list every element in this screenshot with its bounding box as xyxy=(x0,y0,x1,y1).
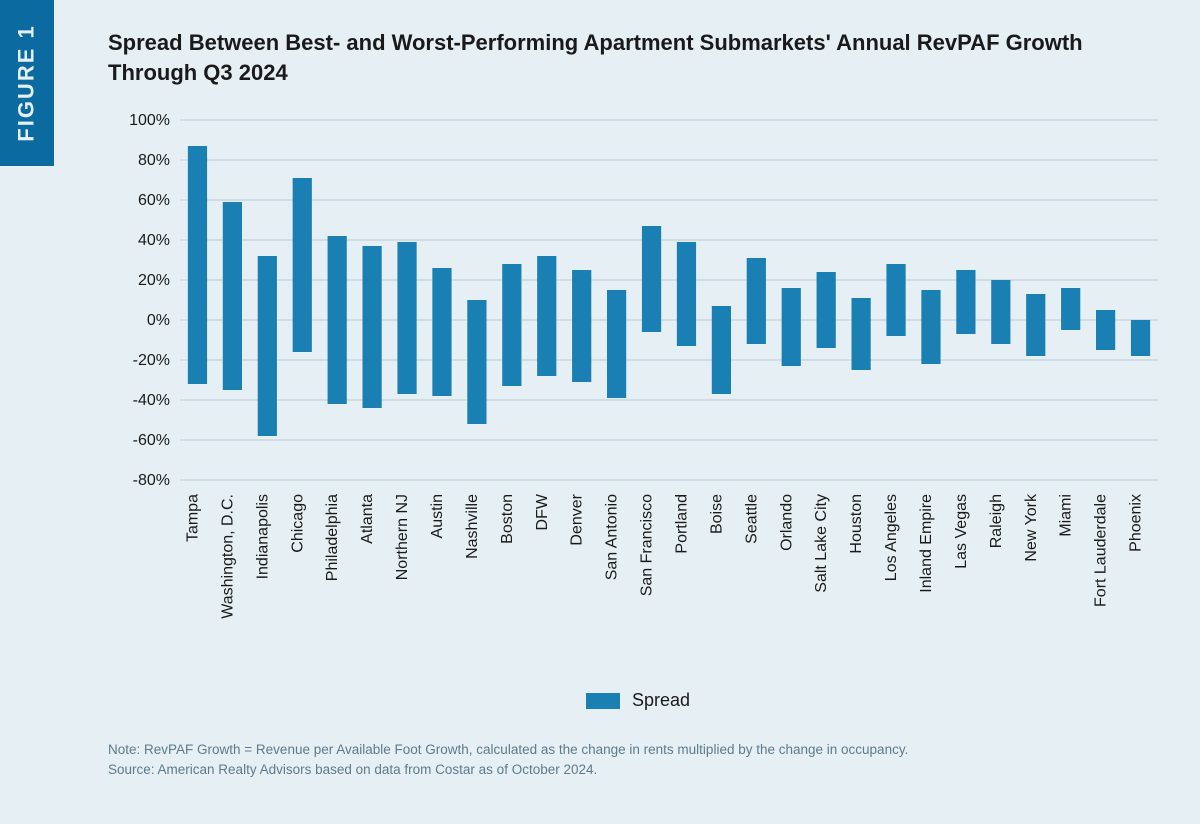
svg-text:Fort Lauderdale: Fort Lauderdale xyxy=(1093,494,1110,607)
svg-text:Raleigh: Raleigh xyxy=(988,494,1005,548)
footnote: Note: RevPAF Growth = Revenue per Availa… xyxy=(108,740,1168,781)
svg-text:Los Angeles: Los Angeles xyxy=(883,494,900,581)
svg-text:Orlando: Orlando xyxy=(778,494,795,551)
svg-text:San Antonio: San Antonio xyxy=(604,494,621,580)
svg-text:Philadelphia: Philadelphia xyxy=(324,494,341,581)
svg-text:Nashville: Nashville xyxy=(464,494,481,559)
svg-text:60%: 60% xyxy=(138,192,170,209)
svg-text:Portland: Portland xyxy=(673,494,690,554)
svg-text:Miami: Miami xyxy=(1058,494,1075,537)
legend-swatch xyxy=(586,693,620,709)
figure-tab-label: FIGURE 1 xyxy=(14,24,40,141)
bar-chart: -80% -60% -40% -20% 0% 20% 40% 60% 80% 100% Tampa W… xyxy=(108,110,1168,670)
svg-text:Houston: Houston xyxy=(848,494,865,554)
svg-text:Boston: Boston xyxy=(499,494,516,544)
svg-text:20%: 20% xyxy=(138,272,170,289)
figure-tab: FIGURE 1 xyxy=(0,0,54,166)
svg-text:40%: 40% xyxy=(138,232,170,249)
legend: Spread xyxy=(108,690,1168,711)
svg-text:Atlanta: Atlanta xyxy=(359,494,376,544)
svg-text:DFW: DFW xyxy=(534,493,551,530)
footnote-line: Source: American Realty Advisors based o… xyxy=(108,760,1168,780)
svg-text:Denver: Denver xyxy=(569,493,586,545)
svg-text:Inland Empire: Inland Empire xyxy=(918,494,935,593)
svg-text:Austin: Austin xyxy=(429,494,446,538)
svg-text:80%: 80% xyxy=(138,152,170,169)
svg-text:Phoenix: Phoenix xyxy=(1128,494,1145,552)
svg-text:Seattle: Seattle xyxy=(743,494,760,544)
svg-text:Salt Lake City: Salt Lake City xyxy=(813,494,830,593)
svg-text:Indianapolis: Indianapolis xyxy=(254,494,271,579)
legend-label: Spread xyxy=(632,690,690,711)
svg-text:-20%: -20% xyxy=(133,352,170,369)
svg-text:-60%: -60% xyxy=(133,432,170,449)
svg-text:Tampa: Tampa xyxy=(184,494,201,542)
svg-text:San Francisco: San Francisco xyxy=(639,494,656,596)
svg-text:0%: 0% xyxy=(147,312,170,329)
svg-text:New York: New York xyxy=(1023,493,1040,562)
svg-text:-80%: -80% xyxy=(133,472,170,489)
svg-text:100%: 100% xyxy=(129,112,170,129)
svg-text:Las Vegas: Las Vegas xyxy=(953,494,970,569)
svg-text:Boise: Boise xyxy=(708,494,725,534)
svg-text:Northern NJ: Northern NJ xyxy=(394,494,411,580)
svg-text:-40%: -40% xyxy=(133,392,170,409)
chart-container: -80% -60% -40% -20% 0% 20% 40% 60% 80% 100% Tampa W… xyxy=(108,110,1168,670)
chart-title: Spread Between Best- and Worst-Performin… xyxy=(108,28,1148,87)
footnote-line: Note: RevPAF Growth = Revenue per Availa… xyxy=(108,740,1168,760)
svg-text:Washington, D.C.: Washington, D.C. xyxy=(219,494,236,619)
svg-text:Chicago: Chicago xyxy=(289,494,306,553)
